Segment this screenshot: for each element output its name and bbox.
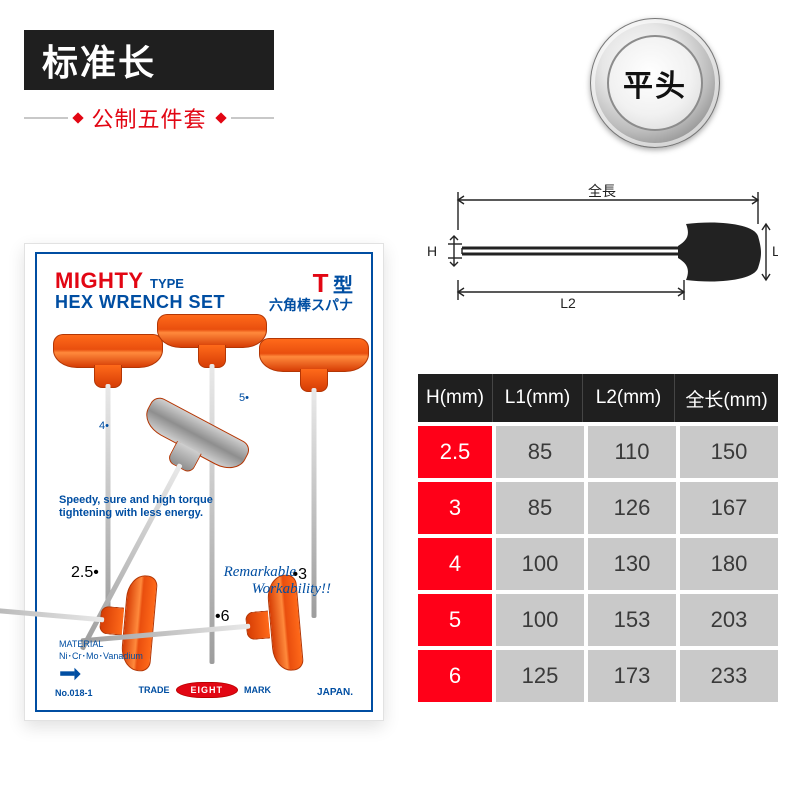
spec-body: 2.58511015038512616741001301805100153203… [418, 426, 778, 702]
card-frame: MIGHTY TYPE HEX WRENCH SET T 型 六角棒スパナ 4•… [35, 252, 373, 712]
cell-total: 203 [680, 594, 778, 646]
diagram-total-label: 全長 [588, 183, 616, 199]
spec-header-row: H(mm) L1(mm) L2(mm) 全长(mm) [418, 374, 778, 422]
model-no-text: No.018-1 [55, 688, 93, 698]
diamond-icon [72, 112, 83, 123]
brand-suffix: TYPE [150, 276, 184, 291]
diamond-icon [215, 112, 226, 123]
tagline-2: Remarkable Workability!! [224, 564, 331, 597]
cell-l2: 130 [588, 538, 676, 590]
cell-total: 233 [680, 650, 778, 702]
size-label: 2.5 [71, 564, 93, 581]
cell-h: 2.5 [418, 426, 492, 478]
header-subtitle: 公制五件套 [88, 102, 211, 134]
cell-h: 3 [418, 482, 492, 534]
cell-l1: 85 [496, 482, 584, 534]
size-label: 4 [99, 420, 105, 432]
size-label: 6 [221, 608, 230, 625]
cell-l1: 100 [496, 538, 584, 590]
country-label: JAPAN. [317, 687, 353, 698]
diagram-L1-label: L1 [772, 243, 778, 259]
spec-row: 385126167 [418, 482, 778, 534]
cell-l2: 173 [588, 650, 676, 702]
spec-row: 6125173233 [418, 650, 778, 702]
cell-l1: 100 [496, 594, 584, 646]
size-label: 5 [239, 392, 245, 404]
spec-row: 5100153203 [418, 594, 778, 646]
model-no: No.018-1 [55, 688, 93, 698]
header-subtitle-row: 公制五件套 [24, 102, 274, 134]
cell-h: 6 [418, 650, 492, 702]
tagline-2a: Remarkable [224, 564, 331, 581]
cell-l1: 125 [496, 650, 584, 702]
cell-total: 167 [680, 482, 778, 534]
cell-l2: 126 [588, 482, 676, 534]
tagline-1b: tightening with less energy. [59, 507, 213, 520]
tagline-1a: Speedy, sure and high torque [59, 494, 213, 507]
brand-word: MIGHTY [55, 268, 144, 293]
cell-l2: 153 [588, 594, 676, 646]
divider [24, 117, 68, 119]
header-title-box: 标准长 [24, 30, 274, 90]
badge-text: 平头 [623, 61, 687, 105]
cell-l2: 110 [588, 426, 676, 478]
col-h: H(mm) [418, 374, 492, 422]
cell-h: 5 [418, 594, 492, 646]
diagram-H-label: H [427, 243, 437, 259]
badge-inner: 平头 [607, 35, 703, 131]
tagline-1: Speedy, sure and high torque tightening … [59, 494, 213, 520]
spec-table: H(mm) L1(mm) L2(mm) 全长(mm) 2.58511015038… [418, 374, 778, 702]
t-letter: T [313, 268, 329, 298]
cell-h: 4 [418, 538, 492, 590]
spec-row: 4100130180 [418, 538, 778, 590]
tagline-2b: Workability!! [252, 581, 331, 598]
spec-row: 2.585110150 [418, 426, 778, 478]
header-title: 标准长 [42, 34, 156, 86]
card-title-left: MIGHTY TYPE HEX WRENCH SET [55, 268, 225, 313]
material-block: MATERIAL Ni･Cr･Mo･Vanadium [59, 639, 143, 662]
brand-block: TRADE EIGHT MARK [139, 682, 272, 698]
col-total: 全长(mm) [674, 374, 778, 422]
t-suffix: 型 [333, 275, 353, 297]
trade-word: TRADE [139, 685, 170, 695]
wrench-illustration: 4• 5• 2.5• •3 •6 [47, 308, 361, 670]
brand-oval: EIGHT [176, 682, 239, 698]
cell-total: 150 [680, 426, 778, 478]
material-label: MATERIAL [59, 639, 143, 649]
material-value: Ni･Cr･Mo･Vanadium [59, 649, 143, 662]
mark-word: MARK [244, 685, 271, 695]
cell-l1: 85 [496, 426, 584, 478]
col-l2: L2(mm) [582, 374, 674, 422]
tip-type-badge: 平头 [590, 18, 720, 148]
product-package-card: MIGHTY TYPE HEX WRENCH SET T 型 六角棒スパナ 4•… [24, 243, 384, 721]
cell-total: 180 [680, 538, 778, 590]
bolt-icon [59, 666, 81, 682]
dimension-diagram: 全長 H L1 L2 [418, 180, 778, 330]
col-l1: L1(mm) [492, 374, 582, 422]
divider [231, 117, 275, 119]
diagram-L2-label: L2 [560, 295, 576, 311]
card-bottom-row: No.018-1 TRADE EIGHT MARK JAPAN. [55, 682, 353, 698]
